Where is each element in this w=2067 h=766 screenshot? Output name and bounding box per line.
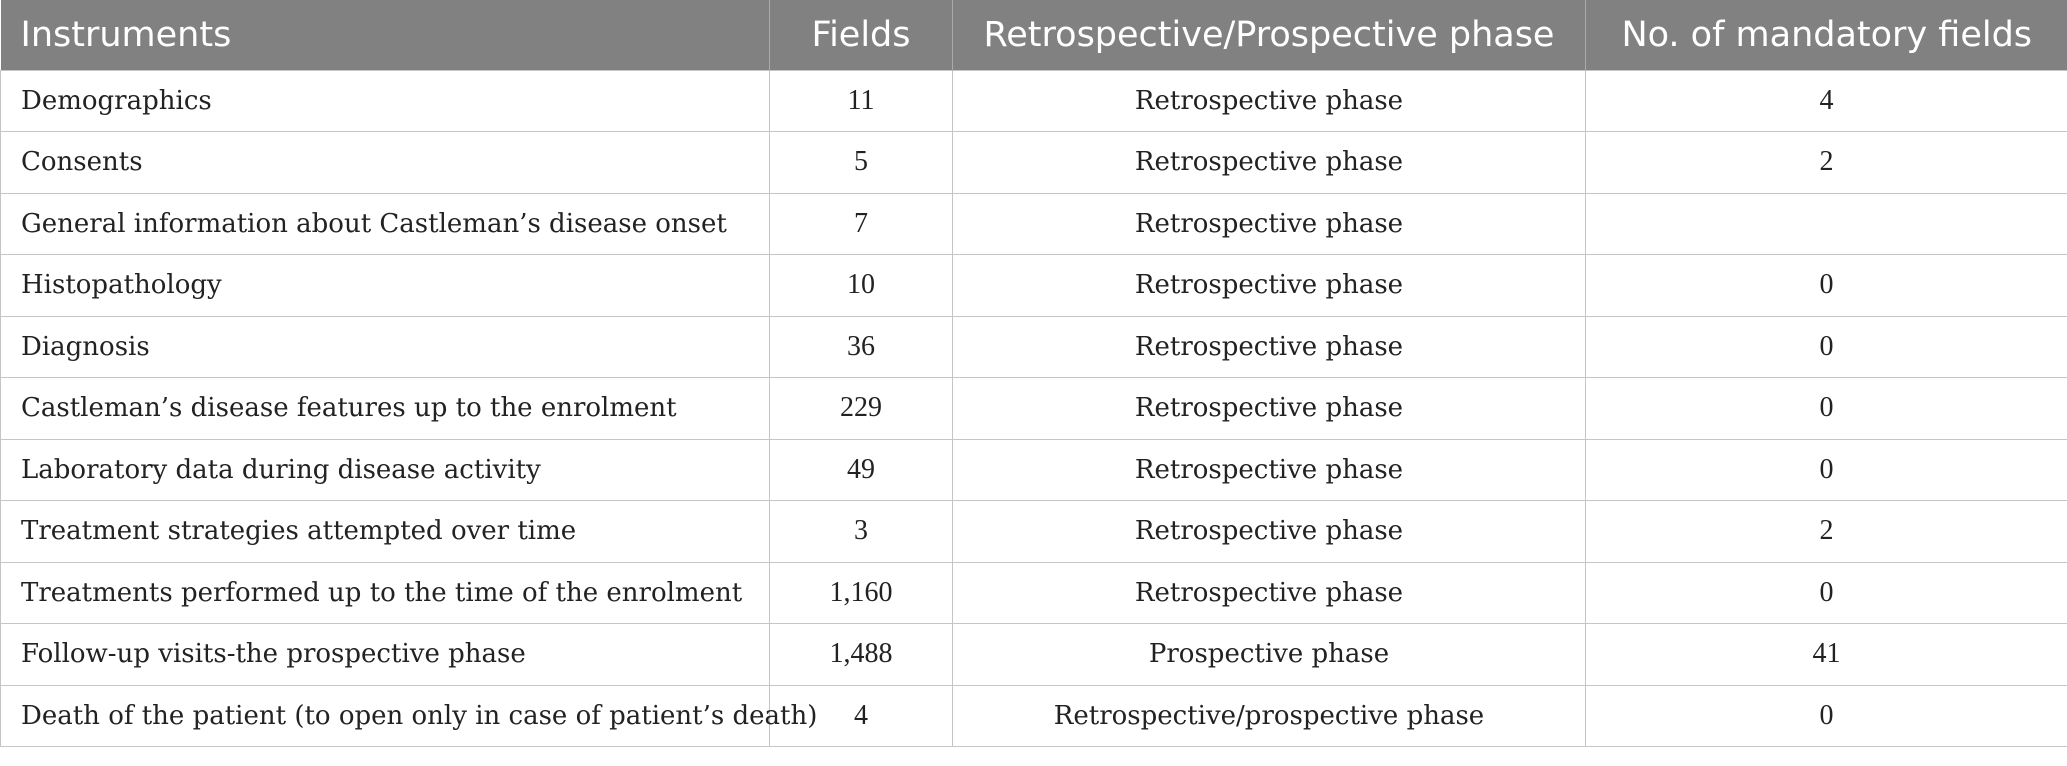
phase-cell: Retrospective phase [952, 131, 1586, 194]
phase-cell: Retrospective phase [952, 254, 1586, 317]
table-row: Castleman’s disease features up to the e… [0, 377, 2067, 440]
mandatory-cell [1585, 192, 2067, 255]
table-row: Death of the patient (to open only in ca… [0, 684, 2067, 747]
mandatory-cell: 2 [1585, 500, 2067, 563]
instrument-cell: Laboratory data during disease activity [0, 438, 770, 501]
table-body: Demographics 11 Retrospective phase 4 Co… [0, 69, 2067, 747]
mandatory-cell: 0 [1585, 315, 2067, 378]
mandatory-cell: 0 [1585, 438, 2067, 501]
table-row: Follow-up visits-the prospective phase 1… [0, 623, 2067, 686]
phase-cell: Retrospective phase [952, 500, 1586, 563]
instrument-cell: Follow-up visits-the prospective phase [0, 623, 770, 686]
instruments-table: Instruments Fields Retrospective/Prospec… [0, 0, 2067, 747]
fields-cell: 49 [769, 438, 953, 501]
table-row: Treatment strategies attempted over time… [0, 500, 2067, 563]
table-row: Diagnosis 36 Retrospective phase 0 [0, 315, 2067, 378]
fields-cell: 36 [769, 315, 953, 378]
instrument-cell: Death of the patient (to open only in ca… [0, 684, 817, 747]
fields-cell: 1,488 [769, 623, 953, 686]
instrument-cell: Histopathology [0, 254, 770, 317]
instrument-cell: Demographics [0, 69, 770, 132]
fields-cell: 10 [769, 254, 953, 317]
table-row: Demographics 11 Retrospective phase 4 [0, 69, 2067, 132]
table-row: Laboratory data during disease activity … [0, 438, 2067, 501]
table-header: Instruments Fields Retrospective/Prospec… [0, 0, 2067, 70]
mandatory-cell: 4 [1585, 69, 2067, 132]
table-row: General information about Castleman’s di… [0, 192, 2067, 255]
mandatory-cell: 0 [1585, 684, 2067, 747]
header-row: Instruments Fields Retrospective/Prospec… [0, 0, 2067, 70]
phase-cell: Retrospective phase [952, 377, 1586, 440]
table-row: Treatments performed up to the time of t… [0, 561, 2067, 624]
phase-cell: Retrospective phase [952, 192, 1586, 255]
instrument-cell: Diagnosis [0, 315, 770, 378]
fields-cell: 1,160 [769, 561, 953, 624]
fields-cell: 3 [769, 500, 953, 563]
fields-cell: 7 [769, 192, 953, 255]
mandatory-cell: 41 [1585, 623, 2067, 686]
phase-cell: Retrospective phase [952, 315, 1586, 378]
instrument-cell: Treatment strategies attempted over time [0, 500, 770, 563]
phase-cell: Retrospective phase [952, 561, 1586, 624]
fields-cell: 229 [769, 377, 953, 440]
mandatory-cell: 0 [1585, 254, 2067, 317]
mandatory-cell: 0 [1585, 561, 2067, 624]
phase-cell: Prospective phase [952, 623, 1586, 686]
fields-cell: 11 [769, 69, 953, 132]
header-fields: Fields [769, 0, 953, 70]
table-row: Consents 5 Retrospective phase 2 [0, 131, 2067, 194]
phase-cell: Retrospective phase [952, 438, 1586, 501]
table-row: Histopathology 10 Retrospective phase 0 [0, 254, 2067, 317]
fields-cell: 4 [769, 684, 953, 747]
header-mandatory-fields: No. of mandatory fields [1585, 0, 2067, 70]
mandatory-cell: 0 [1585, 377, 2067, 440]
fields-cell: 5 [769, 131, 953, 194]
instrument-cell: General information about Castleman’s di… [0, 192, 770, 255]
instrument-cell: Consents [0, 131, 770, 194]
instrument-cell: Castleman’s disease features up to the e… [0, 377, 770, 440]
phase-cell: Retrospective/prospective phase [952, 684, 1586, 747]
header-instruments: Instruments [0, 0, 770, 70]
phase-cell: Retrospective phase [952, 69, 1586, 132]
instrument-cell: Treatments performed up to the time of t… [0, 561, 770, 624]
header-phase: Retrospective/Prospective phase [952, 0, 1586, 70]
mandatory-cell: 2 [1585, 131, 2067, 194]
